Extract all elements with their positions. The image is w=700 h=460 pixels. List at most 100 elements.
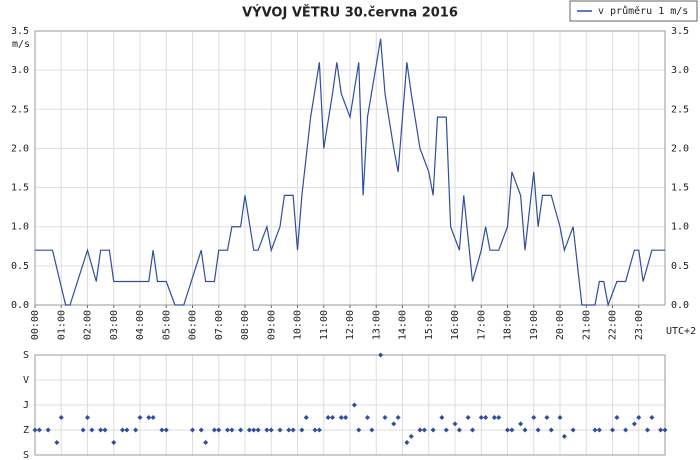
direction-point [351, 402, 357, 408]
x-tick-label: 20:00 [555, 310, 566, 340]
x-axis-label: UTC+2 [666, 326, 696, 337]
direction-point [264, 427, 270, 433]
y-tick-label: V [23, 375, 29, 386]
x-tick-label: 17:00 [476, 310, 487, 340]
direction-point [133, 427, 139, 433]
direction-point [491, 415, 497, 420]
direction-point [465, 415, 471, 420]
x-tick-label: 22:00 [608, 310, 619, 340]
direction-point [356, 427, 362, 433]
direction-point [159, 427, 165, 433]
direction-point [229, 427, 235, 433]
x-tick-label: 09:00 [266, 310, 277, 340]
direction-point [483, 415, 489, 420]
data-line [35, 38, 665, 308]
direction-point [246, 427, 252, 433]
direction-point [561, 433, 567, 439]
chart-title: VÝVOJ VĚTRU 30.června 2016 [242, 5, 458, 21]
direction-point [496, 415, 502, 420]
plot-frame [34, 354, 666, 456]
direction-point [80, 427, 86, 433]
direction-point [636, 415, 642, 420]
x-tick-label: 05:00 [161, 310, 172, 340]
direction-point [404, 440, 410, 445]
direction-point [470, 427, 475, 433]
direction-point [596, 427, 602, 433]
direction-point [378, 352, 384, 358]
direction-point [85, 415, 90, 420]
direction-point [614, 415, 620, 420]
direction-point [102, 427, 108, 433]
y-tick-label-right: 0.0 [671, 300, 689, 311]
x-tick-label: 02:00 [83, 310, 94, 340]
y-tick-label-right: 3.0 [671, 65, 689, 76]
y-tick-label-right: 3.5 [671, 26, 689, 37]
direction-point [443, 427, 449, 433]
direction-point [190, 427, 195, 433]
direction-point [631, 421, 637, 427]
x-tick-label: 18:00 [503, 310, 514, 340]
direction-point [146, 415, 152, 420]
y-tick-label: 2.5 [11, 104, 29, 115]
direction-point [58, 415, 64, 420]
direction-point [303, 415, 309, 420]
y-tick-label: 2.0 [11, 143, 29, 154]
legend-box [569, 0, 698, 22]
y-tick-label-right: 2.5 [671, 104, 689, 115]
x-tick-label: 08:00 [240, 310, 251, 340]
direction-point [610, 427, 615, 433]
x-tick-label: 21:00 [581, 310, 592, 340]
direction-point [570, 427, 576, 433]
direction-point [238, 427, 244, 433]
direction-point [518, 421, 524, 427]
y-tick-label: J [23, 400, 29, 411]
direction-point [439, 415, 445, 420]
y-tick-label: S [23, 450, 29, 460]
direction-point [535, 427, 541, 433]
x-tick-label: 04:00 [135, 310, 146, 340]
direction-point [382, 415, 388, 420]
direction-point [251, 427, 257, 433]
direction-point [338, 415, 344, 420]
direction-point [124, 427, 130, 433]
direction-point [478, 415, 484, 420]
x-tick-label: 23:00 [634, 310, 645, 340]
y-tick-label-right: 1.0 [671, 222, 689, 233]
direction-point [316, 427, 322, 433]
direction-point [98, 427, 104, 433]
x-tick-label: 15:00 [424, 310, 435, 340]
x-tick-label: 11:00 [319, 310, 330, 340]
direction-point [592, 427, 598, 433]
direction-point [544, 415, 550, 420]
direction-point [163, 427, 169, 433]
direction-point [548, 427, 554, 433]
x-tick-label: 06:00 [188, 310, 199, 340]
direction-point [290, 427, 296, 433]
direction-point [421, 427, 427, 433]
direction-point [36, 427, 42, 433]
x-tick-label: 16:00 [450, 310, 461, 340]
direction-point [211, 427, 217, 433]
direction-point [312, 427, 318, 433]
y-tick-label: 0.5 [11, 261, 29, 272]
direction-point [365, 415, 370, 420]
y-tick-label-right: 2.0 [671, 143, 689, 154]
direction-point [89, 427, 95, 433]
x-tick-label: 10:00 [293, 310, 304, 340]
direction-point [277, 427, 283, 433]
x-tick-label: 14:00 [398, 310, 409, 340]
direction-point [286, 427, 292, 433]
direction-point [198, 427, 204, 433]
x-tick-label: 12:00 [345, 310, 356, 340]
plot-frame [34, 30, 666, 306]
direction-point [658, 427, 664, 433]
direction-point [623, 427, 629, 433]
direction-point [255, 427, 261, 433]
direction-point [557, 415, 563, 420]
x-tick-label: 13:00 [371, 310, 382, 340]
direction-point [325, 415, 331, 420]
y-tick-label: S [23, 350, 29, 361]
direction-point [509, 427, 515, 433]
direction-point [268, 427, 274, 433]
